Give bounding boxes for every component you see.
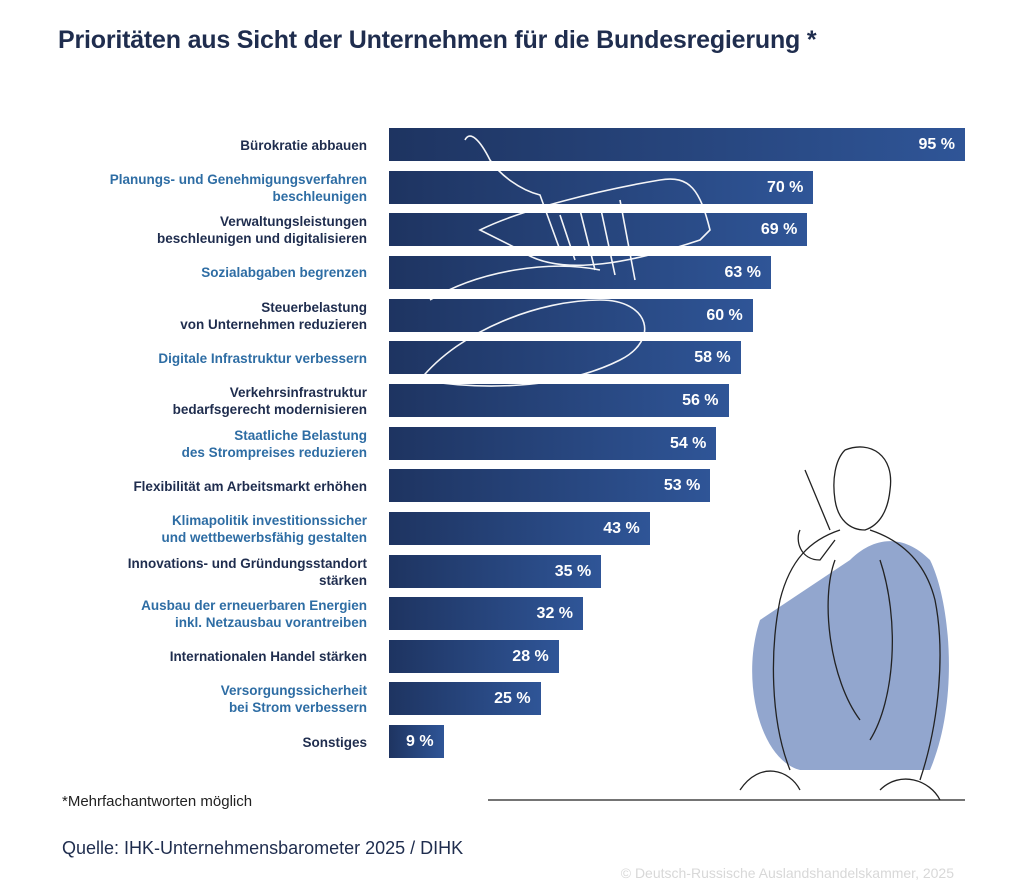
category-label-line: Verwaltungsleistungen: [219, 214, 367, 230]
chart-title: Prioritäten aus Sicht der Unternehmen fü…: [58, 26, 817, 54]
data-label: 53 %: [663, 477, 701, 495]
data-label: 35 %: [554, 562, 592, 580]
data-label: 70 %: [766, 178, 804, 196]
category-label-line: und wettbewerbsfähig gestalten: [161, 529, 367, 545]
category-label-line: Staatliche Belastung: [234, 427, 367, 443]
data-label: 28 %: [512, 647, 549, 665]
category-label: Staatliche Belastung des Strompreises red…: [27, 427, 367, 461]
category-label-line: Internationalen Handel stärken: [169, 649, 367, 665]
category-label-line: Flexibilität am Arbeitsmarkt erhöhen: [133, 478, 367, 494]
data-label: 95 %: [918, 136, 955, 153]
category-label-line: Versorgungssicherheit: [220, 683, 367, 699]
bar: 43 %: [389, 511, 650, 545]
data-label: 32 %: [536, 605, 574, 623]
category-label: Verkehrsinfrastruktur bedarfsgerecht mode…: [27, 384, 367, 418]
bar: 28 %: [389, 639, 559, 673]
data-label: 25 %: [494, 690, 531, 708]
footnote: *Mehrfachantworten möglich: [62, 793, 253, 810]
bar: 63 %: [389, 255, 771, 289]
bar: 60 %: [389, 298, 753, 332]
category-label-line: Verkehrsinfrastruktur: [229, 384, 367, 400]
data-label: 60 %: [706, 306, 743, 324]
category-label: Verwaltungsleistungen beschleunigen und d…: [27, 213, 367, 247]
category-label: Internationalen Handel stärken: [27, 640, 367, 674]
category-label-line: inkl. Netzausbau vorantreiben: [174, 615, 367, 631]
category-label: Innovations- und Gründungsstandort stärke…: [27, 555, 367, 589]
category-label-line: stärken: [318, 572, 367, 588]
bar: 58 %: [389, 341, 741, 375]
category-label-line: von Unternehmen reduzieren: [180, 316, 367, 332]
category-label-line: des Strompreises reduzieren: [181, 444, 367, 460]
category-label: Ausbau der erneuerbaren Energien inkl. Ne…: [27, 597, 367, 631]
category-label: Steuerbelastung von Unternehmen reduziere…: [27, 299, 367, 333]
data-label: 56 %: [682, 391, 719, 409]
category-label-line: Sozialabgaben begrenzen: [201, 265, 367, 281]
category-label-line: Klimapolitik investitionssicher: [171, 512, 367, 528]
data-label: 69 %: [760, 221, 798, 239]
bar: 25 %: [389, 682, 541, 716]
data-label: 9 %: [405, 733, 434, 751]
category-label: Planungs- und Genehmigungsverfahren besch…: [27, 171, 367, 205]
category-label: Klimapolitik investitionssicher und wettb…: [27, 512, 367, 546]
category-label-line: Digitale Infrastruktur verbessern: [158, 350, 367, 366]
category-label: Sonstiges: [27, 725, 367, 759]
category-label-line: Steuerbelastung: [261, 299, 367, 315]
bar: 35 %: [389, 554, 602, 588]
bar: 70 %: [389, 170, 814, 204]
category-label: Sozialabgaben begrenzen: [27, 256, 367, 290]
bar: 95 %: [389, 128, 965, 161]
data-label: 43 %: [603, 519, 640, 537]
category-label-line: Bürokratie abbauen: [240, 137, 367, 153]
bar: 32 %: [389, 597, 584, 631]
category-label-line: Planungs- und Genehmigungsverfahren: [109, 171, 367, 187]
category-label-line: Innovations- und Gründungsstandort: [127, 555, 367, 571]
category-label: Bürokratie abbauen: [27, 128, 367, 162]
bar: 53 %: [389, 469, 711, 503]
bar: 9 %: [389, 725, 444, 759]
category-label-line: Ausbau der erneuerbaren Energien: [141, 598, 367, 614]
data-label: 58 %: [694, 349, 731, 367]
category-label: Flexibilität am Arbeitsmarkt erhöhen: [27, 469, 367, 503]
bar: 56 %: [389, 383, 729, 417]
category-label-line: beschleunigen: [272, 188, 367, 204]
category-label-line: Sonstiges: [302, 734, 367, 750]
source-text: Quelle: IHK-Unternehmensbarometer 2025 /…: [62, 838, 464, 858]
bar: 54 %: [389, 426, 717, 460]
category-label-line: beschleunigen und digitalisieren: [156, 231, 367, 247]
category-label-line: bedarfsgerecht modernisieren: [172, 401, 367, 417]
category-label: Versorgungssicherheit bei Strom verbesser…: [27, 682, 367, 716]
category-label: Digitale Infrastruktur verbessern: [27, 341, 367, 375]
data-label: 54 %: [669, 434, 707, 452]
bar: 69 %: [389, 213, 808, 247]
data-label: 63 %: [724, 263, 761, 281]
copyright-text: © Deutsch-Russische Auslandshandelskamme…: [620, 865, 954, 881]
category-label-line: bei Strom verbessern: [228, 700, 367, 716]
